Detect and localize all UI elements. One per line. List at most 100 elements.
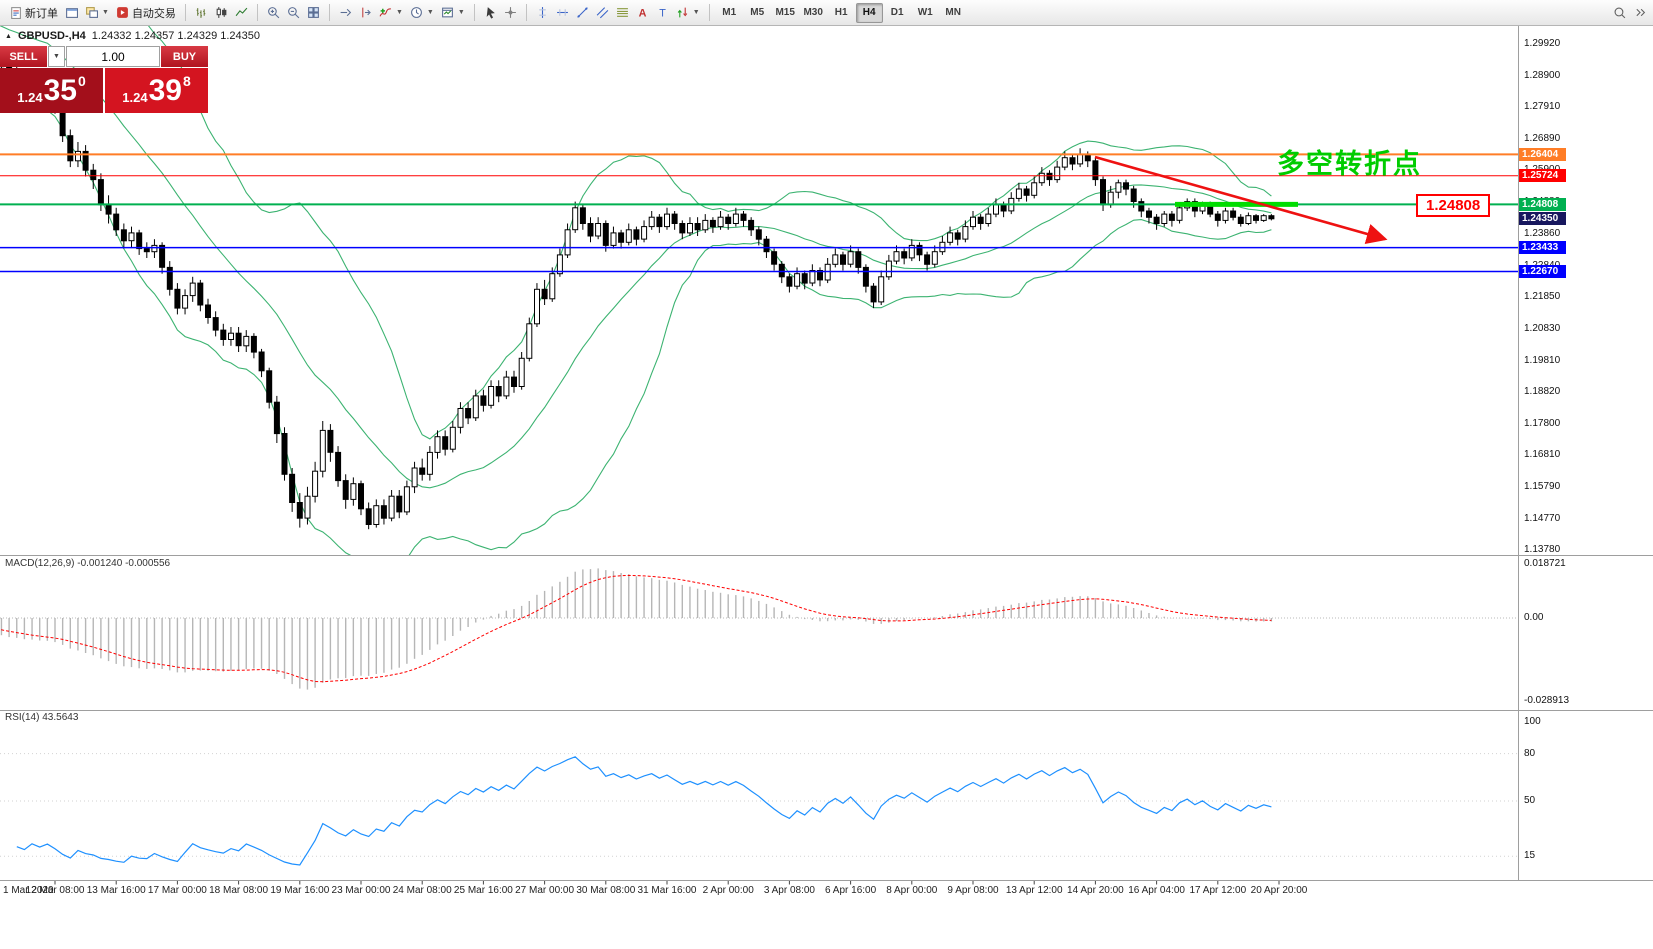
candlestick-chart-button[interactable] bbox=[212, 3, 231, 23]
toolbar-separator bbox=[708, 4, 710, 21]
more-icon bbox=[1633, 6, 1646, 19]
volume-input[interactable] bbox=[66, 46, 160, 67]
crosshair-button[interactable] bbox=[501, 3, 520, 23]
vline-icon bbox=[536, 6, 549, 19]
auto-trading-button[interactable]: 自动交易 bbox=[113, 3, 179, 23]
fibonacci-button[interactable] bbox=[613, 3, 632, 23]
volume-dropdown[interactable]: ▼ bbox=[48, 46, 65, 67]
arrows-button[interactable]: ▼ bbox=[673, 3, 703, 23]
tile-windows-button[interactable] bbox=[304, 3, 323, 23]
candles-layer bbox=[0, 51, 1275, 530]
svg-text:T: T bbox=[659, 7, 666, 19]
text-label-button[interactable]: T bbox=[653, 3, 672, 23]
fibo-icon bbox=[616, 6, 629, 19]
scroll-icon bbox=[339, 6, 352, 19]
chevron-down-icon: ▼ bbox=[395, 9, 403, 16]
chart-symbol-label: GBPUSD-,H4 bbox=[17, 30, 86, 42]
new-order-button[interactable]: 新订单 bbox=[6, 3, 61, 23]
auto-scroll-button[interactable] bbox=[336, 3, 355, 23]
rsi-indicator bbox=[0, 753, 1518, 866]
chart-title: ▲ GBPUSD-,H4 1.24332 1.24357 1.24329 1.2… bbox=[5, 30, 260, 42]
vertical-line-button[interactable] bbox=[533, 3, 552, 23]
bollinger-bands bbox=[0, 26, 1272, 555]
buy-price-big: 39 bbox=[148, 74, 182, 107]
timeframe-h1-button[interactable]: H1 bbox=[834, 7, 848, 18]
text-button[interactable]: A bbox=[633, 3, 652, 23]
horizontal-line-button[interactable] bbox=[553, 3, 572, 23]
more-button[interactable] bbox=[1630, 3, 1649, 23]
equidistant-channel-button[interactable] bbox=[593, 3, 612, 23]
zoom-out-icon bbox=[287, 6, 300, 19]
templates-button[interactable]: ▼ bbox=[438, 3, 468, 23]
zoom-in-button[interactable] bbox=[264, 3, 283, 23]
toolbar: 新订单 ▼ 自动交易 ▼ ▼ ▼ A T ▼ M1 M5 M15 M30 H1 H4 D1 W1 MN bbox=[0, 0, 1653, 26]
search-button[interactable] bbox=[1610, 3, 1629, 23]
toolbar-separator bbox=[328, 4, 330, 21]
sell-price-prefix: 1.24 bbox=[17, 90, 43, 105]
arrows-icon bbox=[676, 6, 689, 19]
timeframe-h4-button[interactable]: H4 bbox=[855, 2, 883, 23]
chart-window-button[interactable] bbox=[62, 3, 81, 23]
text-t-icon: T bbox=[656, 6, 669, 19]
search-icon bbox=[1613, 6, 1626, 19]
tline-icon bbox=[576, 6, 589, 19]
chevron-down-icon: ▼ bbox=[426, 9, 434, 16]
indicator-icon bbox=[379, 6, 392, 19]
sell-button[interactable]: SELL bbox=[0, 46, 47, 67]
text-a-icon: A bbox=[636, 6, 649, 19]
one-click-trading-panel: SELL ▼ BUY 1.24 35 0 1.24 39 8 bbox=[0, 46, 208, 113]
timeframe-m5-button[interactable]: M5 bbox=[750, 7, 765, 18]
chevron-down-icon: ▼ bbox=[692, 9, 700, 16]
grid-icon bbox=[307, 6, 320, 19]
crosshair-icon bbox=[504, 6, 517, 19]
buy-price-sup: 8 bbox=[182, 73, 191, 89]
periods-button[interactable]: ▼ bbox=[407, 3, 437, 23]
bollinger-upper-line bbox=[147, 26, 1272, 440]
sell-price-display[interactable]: 1.24 35 0 bbox=[0, 68, 103, 113]
clock-icon bbox=[410, 6, 423, 19]
timeframe-mn-button[interactable]: MN bbox=[945, 7, 961, 18]
chevron-down-icon: ▼ bbox=[457, 9, 465, 16]
template-icon bbox=[441, 6, 454, 19]
bollinger-middle-line bbox=[0, 26, 1272, 489]
play-icon bbox=[116, 6, 129, 19]
bar-chart-button[interactable] bbox=[192, 3, 211, 23]
macd-indicator bbox=[0, 568, 1518, 690]
trendline-button[interactable] bbox=[573, 3, 592, 23]
hline-icon bbox=[556, 6, 569, 19]
timeframe-w1-button[interactable]: W1 bbox=[917, 7, 933, 18]
timeframe-d1-button[interactable]: D1 bbox=[890, 7, 904, 18]
timeframe-m30-button[interactable]: M30 bbox=[803, 7, 823, 18]
chevron-down-icon: ▼ bbox=[102, 9, 109, 16]
buy-button[interactable]: BUY bbox=[161, 46, 208, 67]
chart-shift-button[interactable] bbox=[356, 3, 375, 23]
profiles-icon bbox=[85, 6, 98, 19]
timeframe-m15-button[interactable]: M15 bbox=[775, 7, 795, 18]
sell-price-sup: 0 bbox=[77, 73, 86, 89]
macd-panel-label: MACD(12,26,9) -0.001240 -0.000556 bbox=[5, 558, 171, 569]
new-order-label: 新订单 bbox=[25, 7, 58, 20]
svg-text:A: A bbox=[638, 7, 646, 19]
price-callout-label[interactable]: 1.24808 bbox=[1416, 194, 1491, 217]
toolbar-separator bbox=[473, 4, 475, 21]
cursor-button[interactable] bbox=[481, 3, 500, 23]
zoom-in-icon bbox=[267, 6, 280, 19]
timeframe-m1-button[interactable]: M1 bbox=[722, 7, 737, 18]
chart-text-annotation[interactable]: 多空转折点 bbox=[1277, 149, 1422, 179]
toolbar-separator bbox=[184, 4, 186, 21]
bars-icon bbox=[195, 6, 208, 19]
symbol-marker-icon: ▲ bbox=[5, 32, 12, 40]
doc-icon bbox=[9, 6, 22, 19]
toolbar-separator bbox=[525, 4, 527, 21]
macd-signal-line bbox=[0, 574, 1272, 683]
profiles-button[interactable]: ▼ bbox=[82, 3, 112, 23]
sell-price-big: 35 bbox=[43, 74, 77, 107]
buy-price-display[interactable]: 1.24 39 8 bbox=[105, 68, 208, 113]
indicators-button[interactable]: ▼ bbox=[376, 3, 406, 23]
zoom-out-button[interactable] bbox=[284, 3, 303, 23]
line-chart-button[interactable] bbox=[232, 3, 251, 23]
candles-icon bbox=[215, 6, 228, 19]
auto-trading-label: 自动交易 bbox=[131, 7, 176, 20]
trend-arrow[interactable] bbox=[1094, 155, 1388, 245]
